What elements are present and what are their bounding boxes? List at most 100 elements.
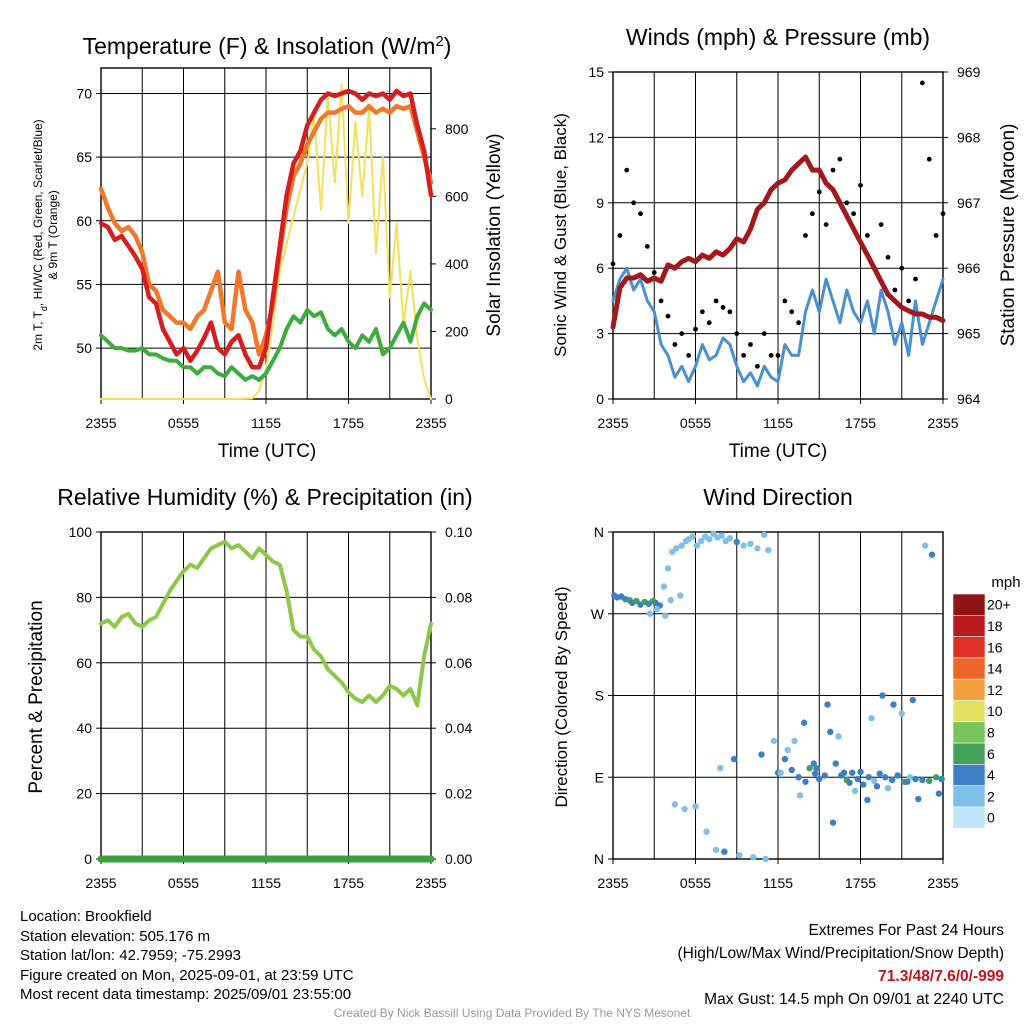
wind-ytick-label: 15: [588, 64, 604, 80]
temp-ytick-label: 60: [76, 213, 92, 229]
direction-point: [692, 803, 699, 810]
direction-point: [765, 546, 772, 554]
direction-point: [788, 766, 795, 774]
wind-y2tick-label: 969: [957, 64, 981, 80]
gust-point: [864, 233, 870, 238]
direction-point: [811, 770, 819, 777]
direction-point: [938, 775, 945, 783]
wind-xlabel: Time (UTC): [729, 441, 828, 462]
temp-xtick-label: 2355: [85, 415, 116, 431]
wind-xtick-label: 2355: [597, 415, 628, 431]
gust-point: [796, 320, 802, 326]
rh-ytick-label: 20: [76, 786, 92, 802]
created-text: Figure created on Mon, 2025-09-01, at 23…: [20, 966, 354, 984]
direction-point: [777, 769, 784, 776]
direction-point: [706, 536, 713, 543]
direction-point: [796, 792, 804, 799]
direction-point: [667, 596, 674, 604]
temp-xtick-label: 1155: [251, 415, 281, 431]
colorbar-label: 6: [987, 746, 995, 762]
direction-point: [646, 610, 654, 617]
gust-point: [885, 254, 891, 260]
colorbar-swatch: [952, 614, 986, 637]
direction-point: [681, 805, 688, 813]
direction-point: [758, 751, 765, 758]
temp-ytick-label: 70: [76, 85, 92, 101]
colorbar-swatch: [952, 785, 986, 808]
direction-point: [912, 775, 919, 783]
rh-xtick-label: 0555: [168, 875, 199, 891]
gust-point: [926, 156, 932, 162]
direction-point: [806, 764, 813, 772]
wind-y2tick-label: 964: [957, 391, 981, 407]
extremes-block: Extremes For Past 24 Hours (High/Low/Max…: [678, 919, 1005, 1011]
colorbar-swatch: [952, 657, 986, 680]
direction-point: [919, 776, 926, 784]
rh-title: Relative Humidity (%) & Precipitation (i…: [57, 484, 472, 510]
elevation-text: Station elevation: 505.176 m: [20, 927, 211, 945]
gust-point: [823, 222, 829, 228]
colorbar-label: 8: [987, 724, 995, 740]
direction-point: [703, 828, 710, 835]
insolation-series: [100, 83, 432, 400]
direction-point: [868, 715, 875, 722]
pressure-series: [610, 154, 946, 330]
gust-point: [851, 211, 857, 217]
gust-point: [789, 309, 795, 315]
direction-point: [673, 545, 680, 552]
direction-point: [710, 530, 717, 538]
direction-point: [721, 848, 728, 855]
colorbar-label: 10: [987, 703, 1003, 719]
gust-point: [713, 298, 719, 304]
gust-point: [638, 211, 643, 217]
gust-point: [617, 233, 623, 238]
direction-point: [921, 542, 929, 549]
wind-ytick-label: 0: [596, 391, 604, 407]
gust-point: [665, 313, 671, 319]
dir-ytick-label: W: [591, 606, 605, 622]
colorbar-label: 12: [987, 682, 1003, 698]
direction-point: [864, 796, 871, 804]
wind-ytick-label: 3: [596, 326, 604, 342]
station-info: Location: Brookfield Station elevation: …: [20, 907, 354, 1005]
temp-xtick-label: 1755: [333, 415, 364, 431]
direction-point: [677, 592, 684, 599]
gust-point: [878, 222, 884, 228]
gust-point: [748, 342, 753, 347]
colorbar-swatch: [952, 636, 986, 659]
wind-ytick-label: 9: [596, 195, 604, 211]
direction-point: [865, 774, 872, 781]
wind-y2tick-label: 966: [957, 260, 981, 276]
direction-point: [733, 538, 740, 546]
direction-point: [928, 551, 936, 558]
direction-point: [827, 728, 834, 736]
gust-point: [761, 331, 767, 336]
direction-point: [791, 737, 798, 745]
colorbar-label: 16: [987, 639, 1003, 655]
direction-point: [770, 737, 778, 745]
colorbar-swatch: [952, 806, 986, 829]
temp-y2tick-label: 200: [445, 323, 469, 339]
direction-point: [671, 801, 679, 808]
direction-point: [747, 540, 754, 548]
dir-xtick-label: 2355: [927, 875, 958, 891]
colorbar-label: 20+: [987, 597, 1011, 613]
gust-point: [809, 211, 815, 217]
wind-xtick-label: 2355: [927, 415, 958, 431]
rh-y2tick-label: 0.06: [445, 655, 472, 671]
dir-xtick-label: 2355: [597, 875, 628, 891]
dir-xtick-label: 0555: [680, 875, 711, 891]
rh-xtick-label: 1755: [333, 875, 364, 891]
gust-point: [693, 326, 698, 332]
direction-point: [849, 769, 856, 776]
direction-point: [810, 760, 817, 767]
wind-xtick-label: 0555: [680, 415, 711, 431]
rh-series: [99, 539, 433, 708]
gust-point: [679, 331, 685, 336]
gust-point: [933, 233, 939, 238]
direction-point: [882, 774, 889, 781]
rh-ylabel-left: Percent & Precipitation: [26, 600, 47, 793]
credit-text: Created By Nick Bassill Using Data Provi…: [333, 1006, 691, 1020]
direction-point: [909, 696, 916, 704]
